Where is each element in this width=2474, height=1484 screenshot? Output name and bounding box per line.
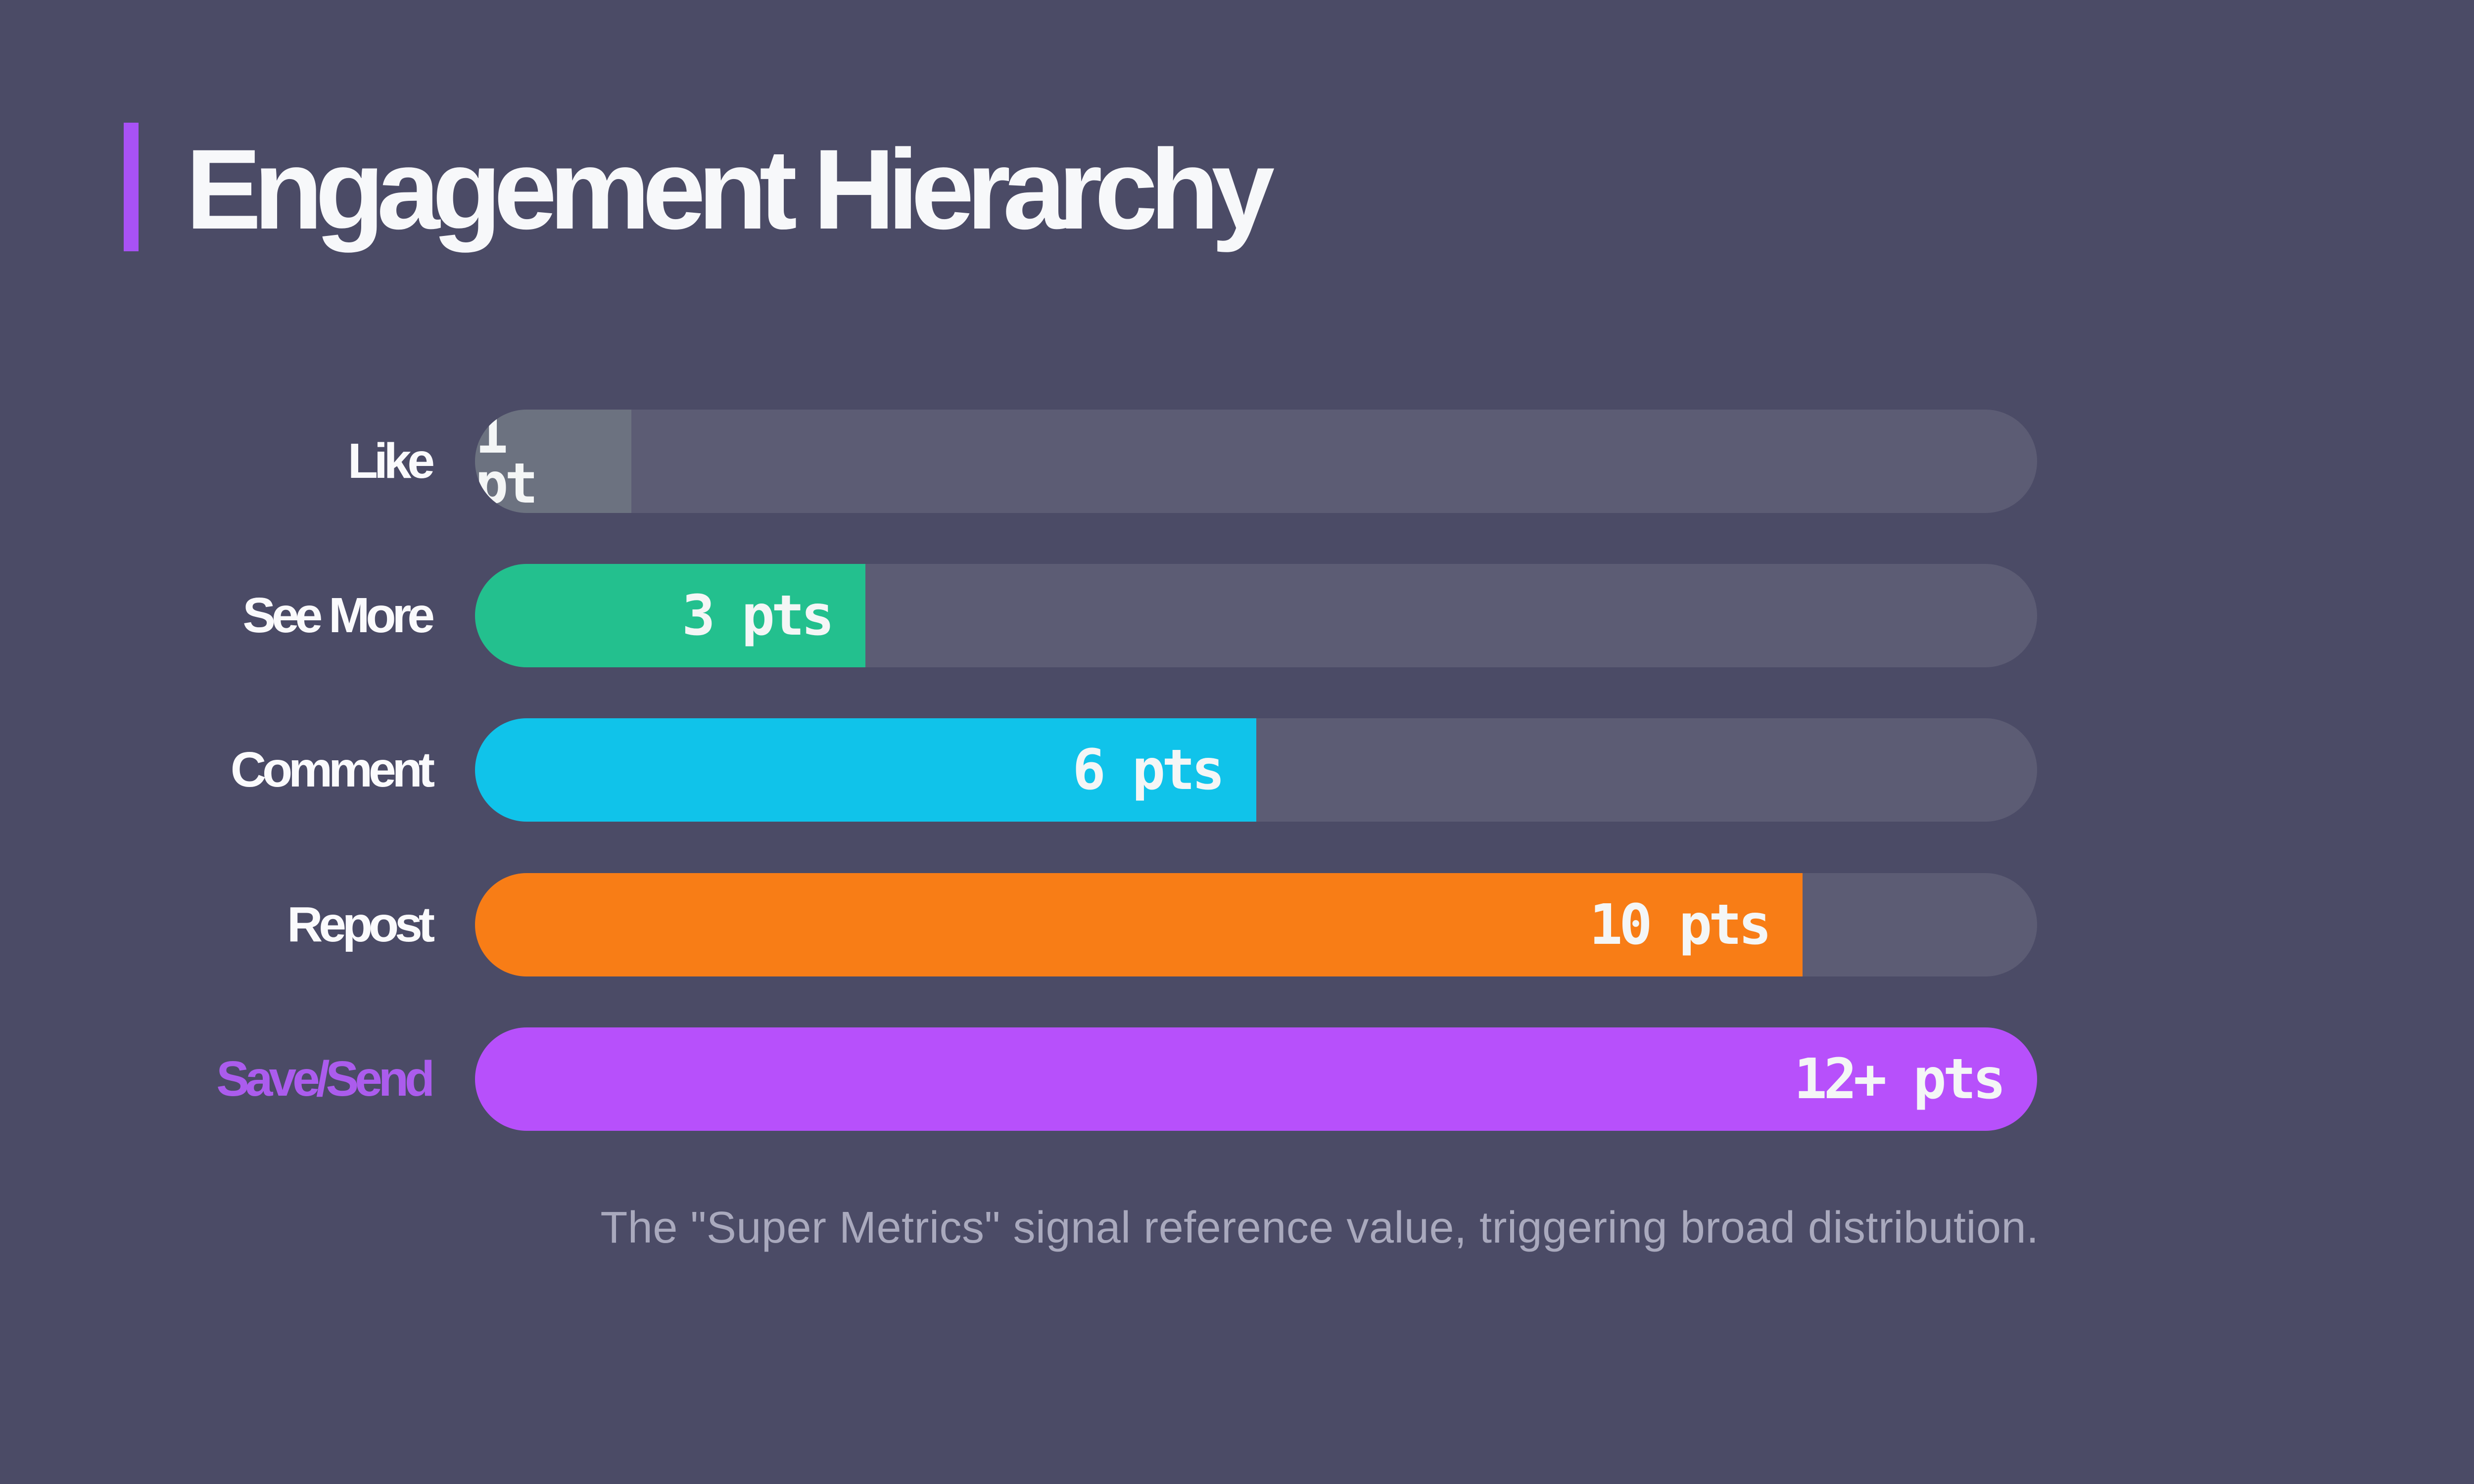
bar-track: 3 pts xyxy=(475,564,2037,667)
bar-fill: 1 pt xyxy=(475,410,631,513)
bar-value-label: 12+ pts xyxy=(1794,1047,2006,1112)
category-label: See More xyxy=(242,588,435,643)
bar-row-save-send: Save/Send 12+ pts xyxy=(0,1027,2474,1131)
bar-value-label: 1 pt xyxy=(475,410,538,513)
bar-fill: 6 pts xyxy=(475,718,1256,822)
category-label: Like xyxy=(347,433,435,489)
bar-value-label: 6 pts xyxy=(1072,738,1225,802)
category-label: Comment xyxy=(230,742,435,797)
bar-fill: 12+ pts xyxy=(475,1027,2037,1131)
bar-row-repost: Repost 10 pts xyxy=(0,873,2474,976)
bar-row-see-more: See More 3 pts xyxy=(0,564,2474,667)
bar-track: 12+ pts xyxy=(475,1027,2037,1131)
bar-fill: 10 pts xyxy=(475,873,1803,976)
chart-caption: The "Super Metrics" signal reference val… xyxy=(600,1203,2039,1252)
bar-value-label: 10 pts xyxy=(1589,892,1772,957)
category-label: Repost xyxy=(287,897,435,952)
bar-row-like: Like 1 pt xyxy=(0,410,2474,513)
bar-track: 6 pts xyxy=(475,718,2037,822)
title-accent-bar xyxy=(124,123,139,251)
bar-track: 1 pt xyxy=(475,410,2037,513)
bar-fill: 3 pts xyxy=(475,564,866,667)
bar-row-comment: Comment 6 pts xyxy=(0,718,2474,822)
bar-value-label: 3 pts xyxy=(682,583,834,648)
bar-track: 10 pts xyxy=(475,873,2037,976)
page-title: Engagement Hierarchy xyxy=(186,126,1275,253)
category-label: Save/Send xyxy=(216,1051,435,1107)
